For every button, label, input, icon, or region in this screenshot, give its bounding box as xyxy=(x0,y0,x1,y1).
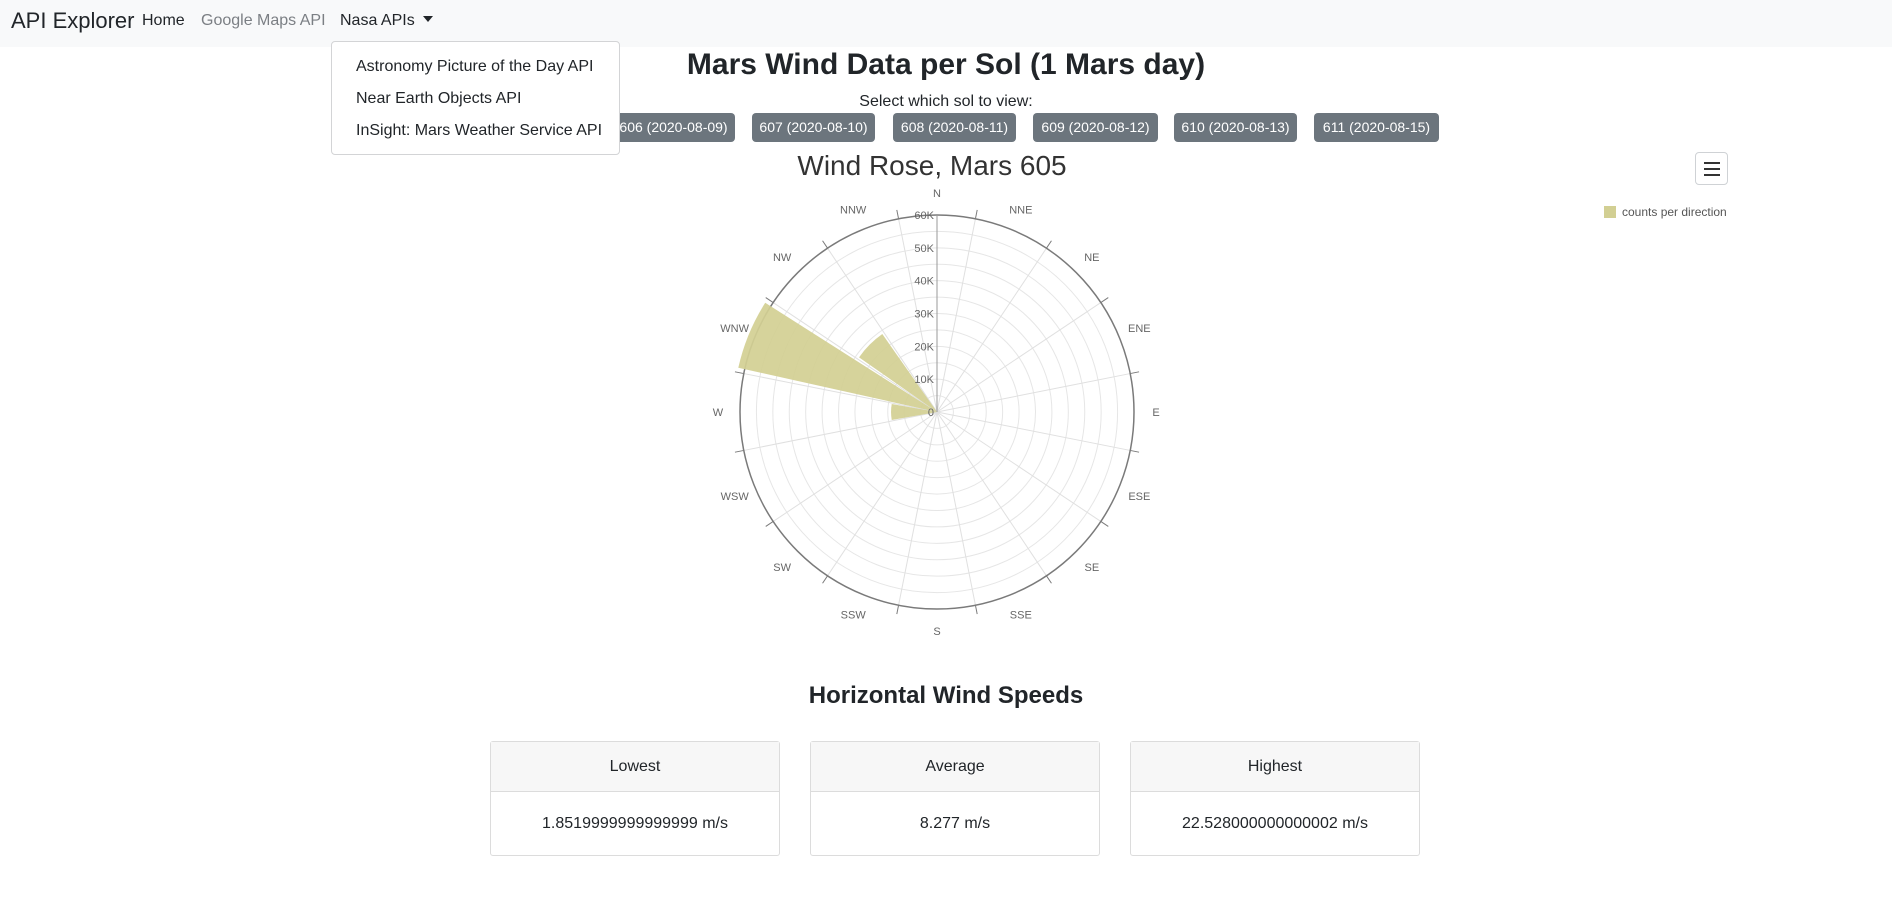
grid-spoke xyxy=(827,247,938,413)
grid-spoke xyxy=(936,373,1131,413)
direction-label-ene: ENE xyxy=(1128,323,1151,335)
direction-label-ese: ESE xyxy=(1128,491,1150,503)
direction-label-n: N xyxy=(933,188,941,200)
card-highest-label: Highest xyxy=(1131,742,1419,792)
nav-nasa-label: Nasa APIs xyxy=(340,12,415,29)
sol-button-611[interactable]: 611 (2020-08-15) xyxy=(1314,113,1439,142)
direction-label-sw: SW xyxy=(773,562,791,574)
grid-spoke xyxy=(936,411,976,606)
dropdown-item-neo[interactable]: Near Earth Objects API xyxy=(356,90,522,107)
ring-tick xyxy=(734,371,744,375)
menu-icon-line xyxy=(1704,168,1720,170)
navbar: API Explorer Home Google Maps API Nasa A… xyxy=(0,0,1892,47)
sol-button-610[interactable]: 610 (2020-08-13) xyxy=(1174,113,1297,142)
card-lowest-label: Lowest xyxy=(491,742,779,792)
grid-spoke xyxy=(898,218,938,413)
ring-tick xyxy=(734,449,744,453)
sol-button-608[interactable]: 608 (2020-08-11) xyxy=(893,113,1016,142)
radial-tick-label: 60K xyxy=(914,210,934,222)
ring-tick xyxy=(1130,371,1140,375)
grid-spoke xyxy=(936,218,976,413)
page-title: Mars Wind Data per Sol (1 Mars day) xyxy=(686,48,1206,81)
radial-tick-label: 10K xyxy=(914,374,934,386)
grid-spoke xyxy=(936,411,1047,577)
ring-tick xyxy=(1046,240,1052,249)
direction-label-ne: NE xyxy=(1084,252,1099,264)
card-average-value: 8.277 m/s xyxy=(919,815,991,832)
direction-label-w: W xyxy=(713,407,724,419)
grid-spoke xyxy=(936,411,1102,522)
direction-label-wsw: WSW xyxy=(721,491,750,503)
ring-tick xyxy=(896,605,900,615)
chart-legend[interactable]: counts per direction xyxy=(1604,205,1727,219)
direction-label-e: E xyxy=(1152,407,1159,419)
direction-label-sse: SSE xyxy=(1010,609,1032,621)
grid-spoke xyxy=(936,247,1047,413)
card-highest-value: 22.528000000000002 m/s xyxy=(1182,815,1368,832)
ring-tick xyxy=(765,297,774,303)
card-highest: Highest 22.528000000000002 m/s xyxy=(1130,741,1420,856)
card-lowest: Lowest 1.8519999999999999 m/s xyxy=(490,741,780,856)
wind-rose-chart: Wind Rose, Mars 605 0 10K 20K 30K 40K 50K 60K N… xyxy=(713,150,1160,638)
radial-tick-label: 50K xyxy=(914,243,934,255)
menu-icon xyxy=(1704,162,1720,164)
direction-label-se: SE xyxy=(1085,562,1100,574)
ring-tick xyxy=(765,521,774,527)
grid-spoke xyxy=(772,302,938,413)
grid-spoke xyxy=(827,411,938,577)
sol-button-609[interactable]: 609 (2020-08-12) xyxy=(1033,113,1158,142)
bar-nw[interactable] xyxy=(859,334,937,412)
card-lowest-value: 1.8519999999999999 m/s xyxy=(542,815,728,832)
chart-title: Wind Rose, Mars 605 xyxy=(797,150,1066,181)
dropdown-item-apod[interactable]: Astronomy Picture of the Day API xyxy=(356,58,594,75)
bar-wnw[interactable] xyxy=(738,302,937,412)
sol-button-606[interactable]: 606 (2020-08-09) xyxy=(612,113,735,142)
direction-label-s: S xyxy=(933,626,940,638)
grid-spoke xyxy=(743,411,938,451)
bar-w[interactable] xyxy=(891,404,937,420)
card-average-label: Average xyxy=(811,742,1099,792)
radial-tick-label: 40K xyxy=(914,276,934,288)
menu-icon-line xyxy=(1704,174,1720,176)
grid-spoke xyxy=(743,373,938,413)
card-average: Average 8.277 m/s xyxy=(810,741,1100,856)
grid-spoke xyxy=(772,411,938,522)
chart-menu-button[interactable] xyxy=(1695,152,1728,185)
ring-tick xyxy=(1046,575,1052,584)
grid-spoke xyxy=(936,302,1102,413)
nasa-dropdown-menu: Astronomy Picture of the Day API Near Ea… xyxy=(331,41,620,155)
ring-tick xyxy=(974,209,978,219)
sol-button-607[interactable]: 607 (2020-08-10) xyxy=(752,113,875,142)
brand-link[interactable]: API Explorer xyxy=(11,8,135,33)
direction-label-ssw: SSW xyxy=(841,609,867,621)
radial-tick-label: 20K xyxy=(914,341,934,353)
nav-home-link[interactable]: Home xyxy=(142,12,185,29)
grid-spoke xyxy=(936,411,1131,451)
ring-tick xyxy=(822,575,828,584)
nav-nasa-dropdown[interactable]: Nasa APIs xyxy=(340,11,433,31)
legend-swatch xyxy=(1604,206,1616,218)
caret-down-icon xyxy=(422,15,433,22)
legend-label: counts per direction xyxy=(1622,205,1727,219)
ring-tick xyxy=(822,240,828,249)
radial-tick-label: 0 xyxy=(928,407,934,419)
ring-tick xyxy=(1100,521,1109,527)
direction-label-nw: NW xyxy=(773,252,792,264)
ring-tick xyxy=(896,209,900,219)
wind-speeds-title: Horizontal Wind Speeds xyxy=(808,682,1084,709)
direction-label-wnw: WNW xyxy=(720,323,749,335)
dropdown-item-insight[interactable]: InSight: Mars Weather Service API xyxy=(356,122,603,139)
nav-google-maps-link[interactable]: Google Maps API xyxy=(201,12,326,29)
ring-tick xyxy=(1100,297,1109,303)
ring-tick xyxy=(974,605,978,615)
sol-prompt: Select which sol to view: xyxy=(859,93,1033,110)
radial-tick-label: 30K xyxy=(914,309,934,321)
ring-tick xyxy=(1130,449,1140,453)
grid-spoke xyxy=(898,411,938,606)
direction-label-nnw: NNW xyxy=(840,205,867,217)
direction-label-nne: NNE xyxy=(1009,205,1032,217)
